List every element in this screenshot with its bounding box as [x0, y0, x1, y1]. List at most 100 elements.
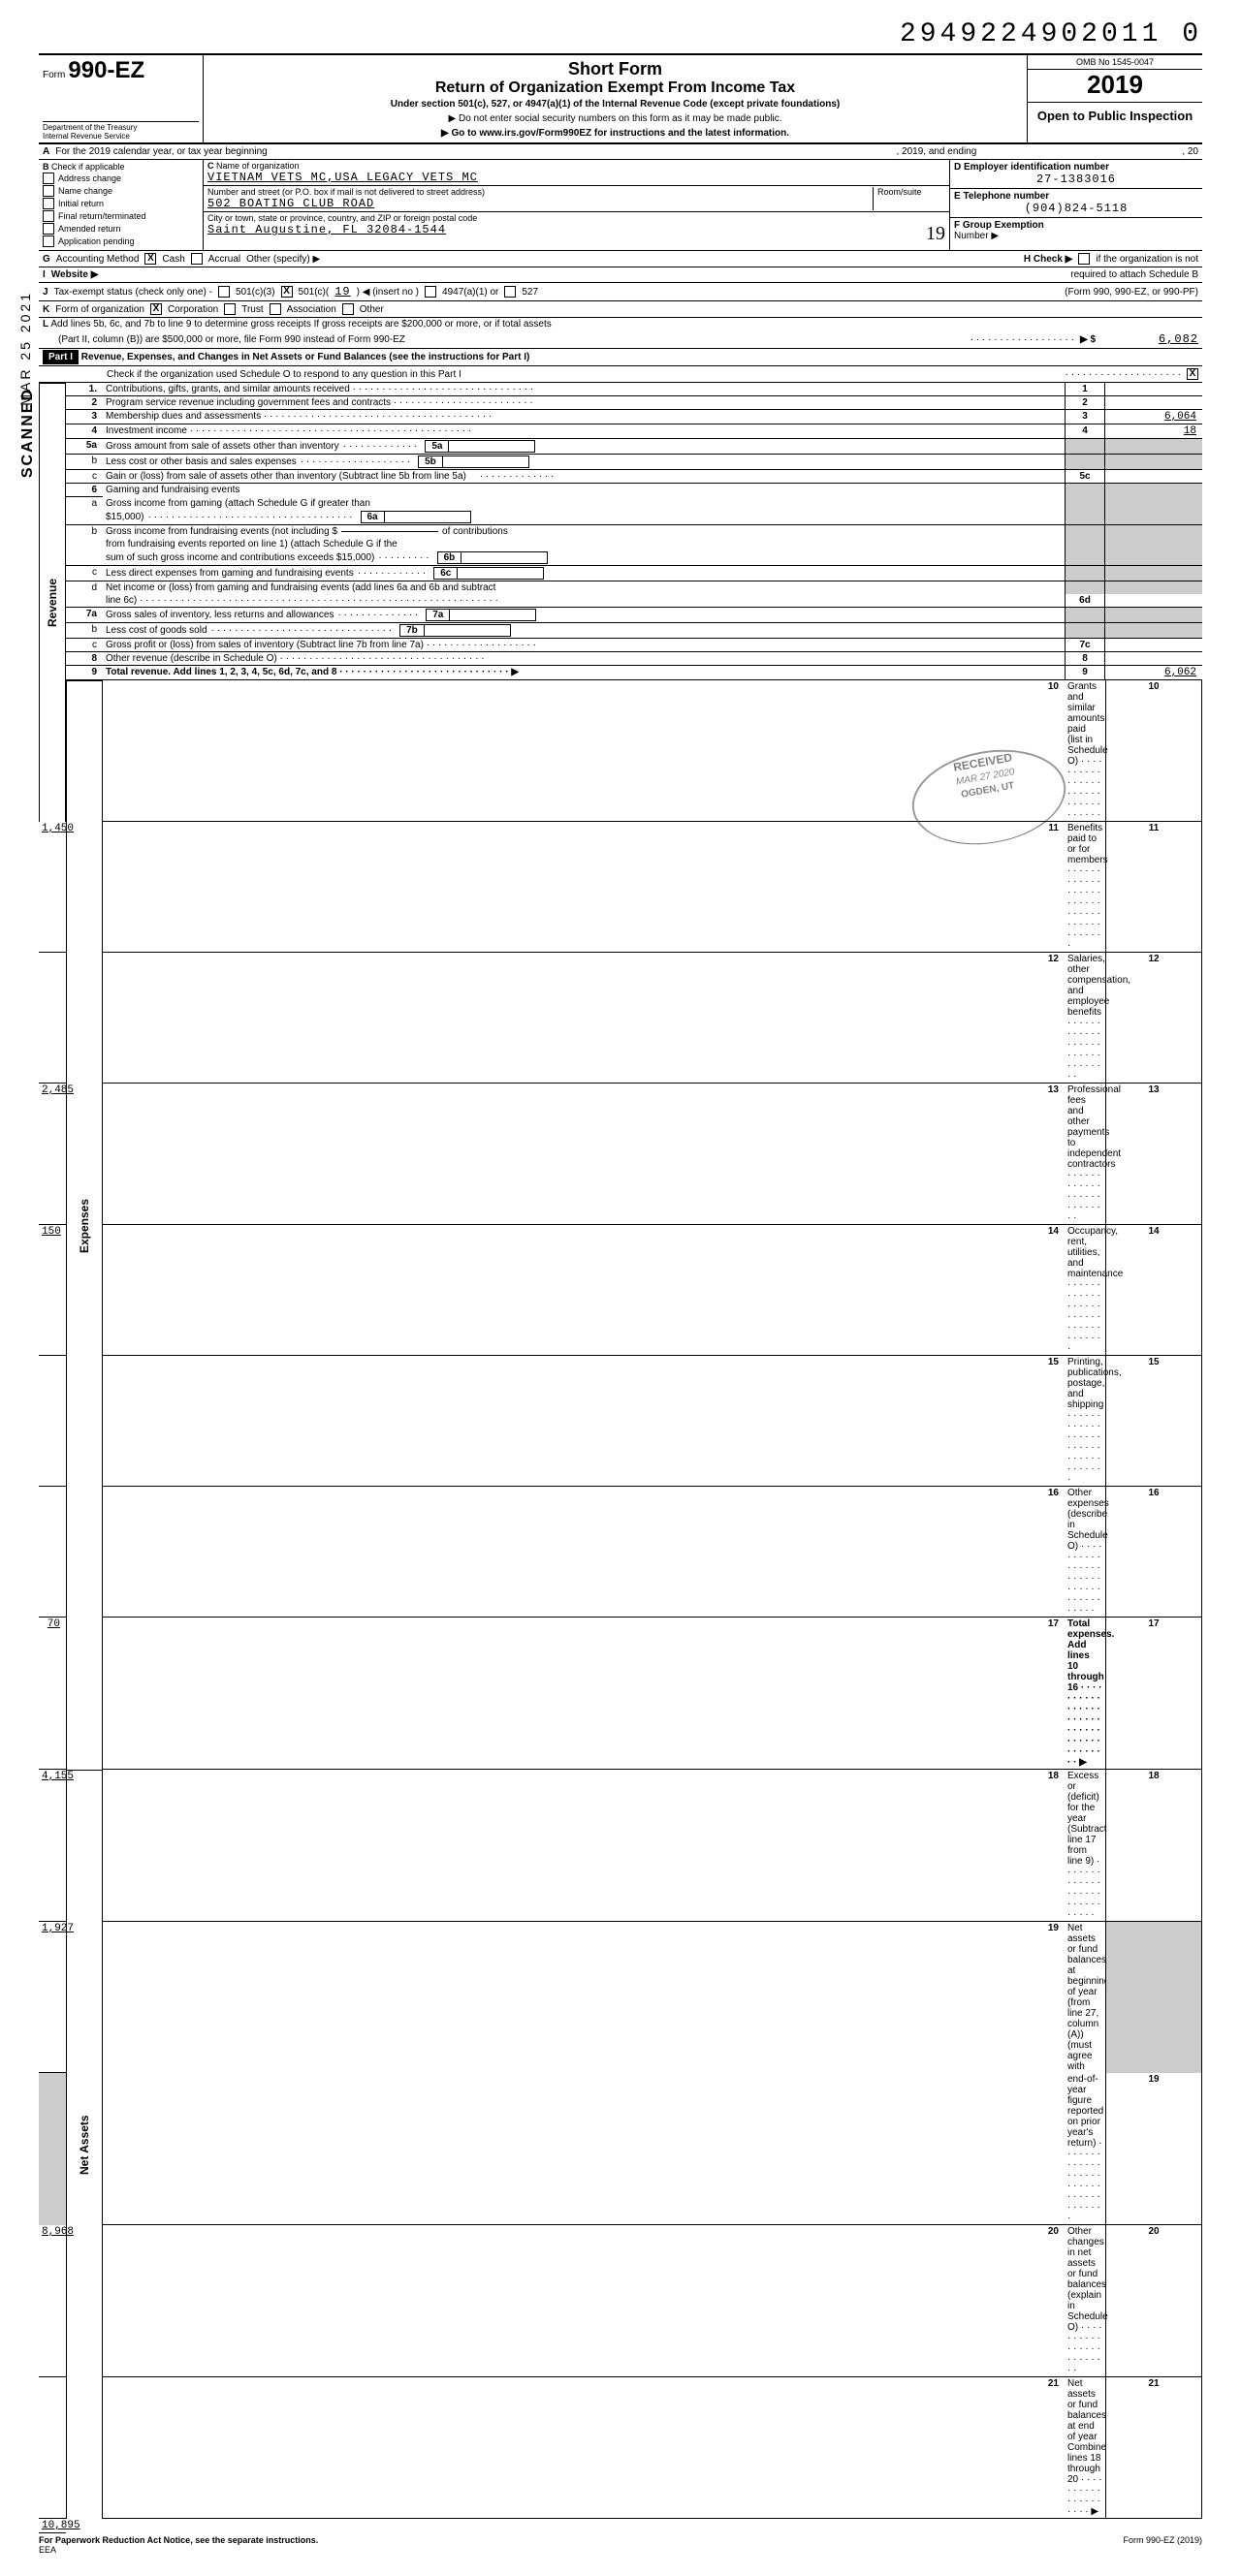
part1-check-text: Check if the organization used Schedule … [107, 369, 461, 380]
year-handwritten: 19 [926, 223, 945, 245]
l21-num: 21 [103, 2377, 1065, 2519]
row-l-arrow: ▶ $ [1080, 334, 1096, 345]
l16-num: 16 [103, 1487, 1065, 1618]
l6d-box: 6d [1065, 594, 1105, 608]
tax-exempt-text: Tax-exempt status (check only one) - [54, 287, 212, 298]
l5a-desc: Gross amount from sale of assets other t… [103, 439, 1065, 455]
lbl-initial: Initial return [58, 199, 104, 208]
sched-b-text: required to attach Schedule B [1070, 269, 1198, 280]
form-id-box: Form 990-EZ Department of the Treasury I… [39, 55, 204, 142]
footer-right: Form 990-EZ (2019) [1123, 2535, 1202, 2555]
l17-num: 17 [103, 1618, 1065, 1770]
form990-text: (Form 990, 990-EZ, or 990-PF) [1065, 287, 1198, 298]
lbl-pending: Application pending [58, 236, 135, 246]
dept-treasury: Department of the Treasury [43, 123, 199, 132]
lbl-cash: Cash [162, 254, 184, 265]
chk-accrual[interactable] [191, 253, 203, 265]
l19-val: 8,968 [39, 2225, 66, 2377]
chk-pending[interactable] [43, 236, 54, 247]
section-de: D Employer identification number 27-1383… [950, 160, 1202, 250]
l10-num: 10 [103, 680, 1065, 822]
l17-desc: Total expenses. Add lines 10 through 16 … [1065, 1618, 1105, 1770]
row-l1: L Add lines 5b, 6c, and 7b to line 9 to … [39, 318, 1202, 330]
l17-val: 4,155 [39, 1770, 66, 1922]
l6d-num: d [66, 581, 103, 594]
title-box: Short Form Return of Organization Exempt… [204, 55, 1028, 142]
chk-initial[interactable] [43, 198, 54, 209]
l6d-desc1: Net income or (loss) from gaming and fun… [103, 581, 1065, 594]
row-l2: (Part II, column (B)) are $500,000 or mo… [39, 330, 1202, 349]
l11-num: 11 [103, 822, 1065, 953]
l7c-val [1105, 639, 1202, 652]
l18-num: 18 [103, 1770, 1065, 1922]
label-c: C [207, 161, 214, 171]
lbl-address: Address change [58, 173, 121, 183]
chk-final[interactable] [43, 210, 54, 222]
l19-num: 19 [103, 1922, 1065, 2073]
row-g: G Accounting Method Cash Accrual Other (… [39, 251, 1202, 267]
street-label: Number and street (or P.O. box if mail i… [207, 187, 485, 197]
header-box: Form 990-EZ Department of the Treasury I… [39, 53, 1202, 144]
l10-box: 10 [1105, 680, 1202, 822]
l6b-num: b [66, 525, 103, 538]
lbl-other-specify: Other (specify) ▶ [246, 254, 320, 265]
l8-desc: Other revenue (describe in Schedule O) ·… [103, 652, 1065, 666]
l6-val [1105, 484, 1202, 497]
l20-num: 20 [103, 2225, 1065, 2377]
l6a-num: a [66, 497, 103, 510]
chk-assoc[interactable] [270, 303, 281, 315]
l9-desc: Total revenue. Add lines 1, 2, 3, 4, 5c,… [103, 666, 1065, 680]
l2-val [1105, 396, 1202, 410]
chk-501c[interactable] [281, 286, 293, 298]
f-number: Number ▶ [954, 231, 999, 241]
l6a-desc1: Gross income from gaming (attach Schedul… [103, 497, 1065, 510]
row-a: A For the 2019 calendar year, or tax yea… [39, 144, 1202, 160]
chk-501c3[interactable] [218, 286, 230, 298]
chk-address[interactable] [43, 173, 54, 184]
l3-num: 3 [66, 410, 103, 424]
l12-box: 12 [1105, 953, 1202, 1084]
chk-schedule-o[interactable] [1187, 368, 1198, 380]
l21-box: 21 [1105, 2377, 1202, 2519]
part1-title: Revenue, Expenses, and Changes in Net As… [81, 352, 530, 362]
l5a-val [1105, 439, 1202, 455]
org-name: VIETNAM VETS MC,USA LEGACY VETS MC [207, 171, 478, 184]
l5c-val [1105, 470, 1202, 484]
l3-desc: Membership dues and assessments · · · · … [103, 410, 1065, 424]
chk-527[interactable] [504, 286, 516, 298]
chk-other-org[interactable] [342, 303, 354, 315]
form-prefix: Form [43, 70, 65, 80]
chk-cash[interactable] [144, 253, 156, 265]
label-h: H Check ▶ [1024, 254, 1072, 265]
check-if: Check if applicable [51, 162, 125, 172]
l7c-num: c [66, 639, 103, 652]
l15-num: 15 [103, 1356, 1065, 1487]
l3-val: 6,064 [1105, 410, 1202, 424]
row-l-text2: (Part II, column (B)) are $500,000 or mo… [58, 334, 405, 345]
l14-num: 14 [103, 1225, 1065, 1356]
do-not-enter: ▶ Do not enter social security numbers o… [207, 113, 1023, 124]
chk-corp[interactable] [150, 303, 162, 315]
l15-val [39, 1487, 66, 1618]
accounting-method: Accounting Method [56, 254, 140, 265]
section-bcde: B Check if applicable Address change Nam… [39, 160, 1202, 251]
label-b: B [43, 162, 49, 172]
row-i: I Website ▶ required to attach Schedule … [39, 267, 1202, 283]
label-e: E Telephone number [954, 191, 1049, 202]
lbl-527: 527 [522, 287, 538, 298]
footer: For Paperwork Reduction Act Notice, see … [39, 2533, 1202, 2557]
lbl-final: Final return/terminated [58, 211, 146, 221]
chk-h[interactable] [1078, 253, 1090, 265]
lbl-corp: Corporation [168, 304, 218, 315]
lbl-501c-insert: ) ◀ (insert no ) [357, 287, 419, 298]
chk-amended[interactable] [43, 223, 54, 235]
l18-val: 1,927 [39, 1922, 66, 2073]
l13-val: 150 [39, 1225, 66, 1356]
omb-number: OMB No 1545-0047 [1028, 55, 1202, 70]
l9-val: 6,062 [1105, 666, 1202, 680]
l5a-box [1065, 439, 1105, 455]
l19-desc2: end-of-year figure reported on prior yea… [1065, 2073, 1105, 2225]
chk-name[interactable] [43, 185, 54, 197]
chk-4947[interactable] [425, 286, 436, 298]
chk-trust[interactable] [224, 303, 236, 315]
